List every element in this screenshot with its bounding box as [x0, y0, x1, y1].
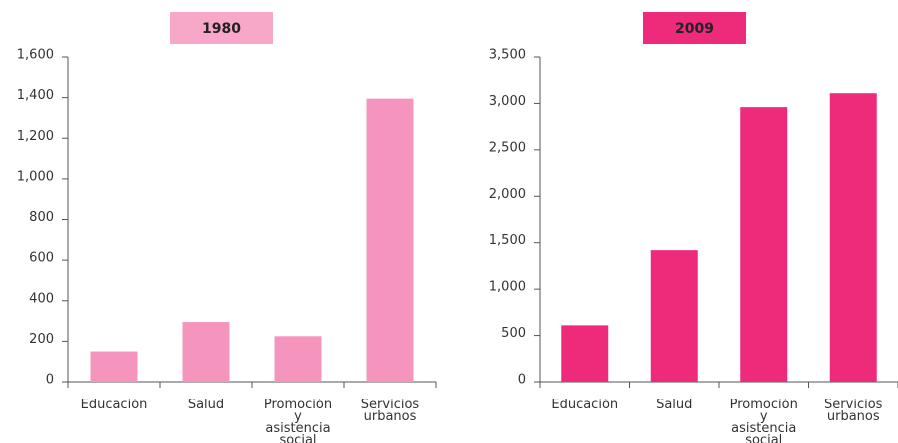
bar [829, 93, 877, 382]
y-tick-label: 1,200 [17, 129, 54, 144]
y-tick-label: 1,400 [17, 88, 54, 103]
title-box [643, 12, 746, 44]
x-label-box: Educación [551, 399, 619, 412]
x-label-box: Promoción y asistencia social [729, 399, 798, 443]
y-tick-label: 1,000 [17, 169, 54, 184]
y-tick-label: 200 [29, 332, 54, 347]
bar [274, 336, 322, 382]
y-tick-label: 1,000 [489, 280, 526, 295]
x-label-box: Educación [80, 399, 148, 412]
bar [650, 250, 698, 382]
bar [740, 107, 788, 383]
x-tick-label: Educación [551, 399, 619, 412]
x-tick-label: Salud [187, 399, 225, 412]
y-tick-label: 0 [46, 373, 54, 388]
y-tick-label: 1,500 [489, 233, 526, 248]
x-label-box: Servicios urbanos [360, 399, 420, 424]
x-label-box: Promoción y asistencia social [263, 399, 333, 443]
x-label-box: Salud [656, 399, 693, 412]
bar [90, 351, 138, 382]
y-tick-label: 2,000 [489, 187, 526, 202]
x-label-box: Servicios urbanos [824, 399, 883, 424]
y-tick-label: 3,000 [489, 94, 526, 109]
y-tick-label: 0 [518, 373, 526, 388]
y-tick-label: 2,500 [489, 140, 526, 155]
title-box [170, 12, 273, 44]
y-tick-label: 1,600 [17, 48, 54, 63]
y-tick-label: 500 [501, 326, 526, 341]
x-label-box: Salud [187, 399, 225, 412]
chart-title: 2009 [675, 21, 714, 37]
x-tick-label: Servicios urbanos [824, 399, 883, 424]
bar [182, 322, 230, 382]
chart-title: 1980 [202, 21, 241, 37]
x-tick-label: Educación [80, 399, 148, 412]
x-tick-label: Salud [656, 399, 693, 412]
y-tick-label: 3,500 [489, 48, 526, 63]
y-tick-label: 800 [29, 210, 54, 225]
x-tick-label: Promoción y asistencia social [263, 399, 333, 443]
x-tick-label: Servicios urbanos [360, 399, 420, 424]
y-tick-label: 400 [29, 291, 54, 306]
bar [366, 98, 414, 382]
x-tick-label: Promoción y asistencia social [729, 399, 798, 443]
y-tick-label: 600 [29, 251, 54, 266]
bar [561, 325, 609, 382]
